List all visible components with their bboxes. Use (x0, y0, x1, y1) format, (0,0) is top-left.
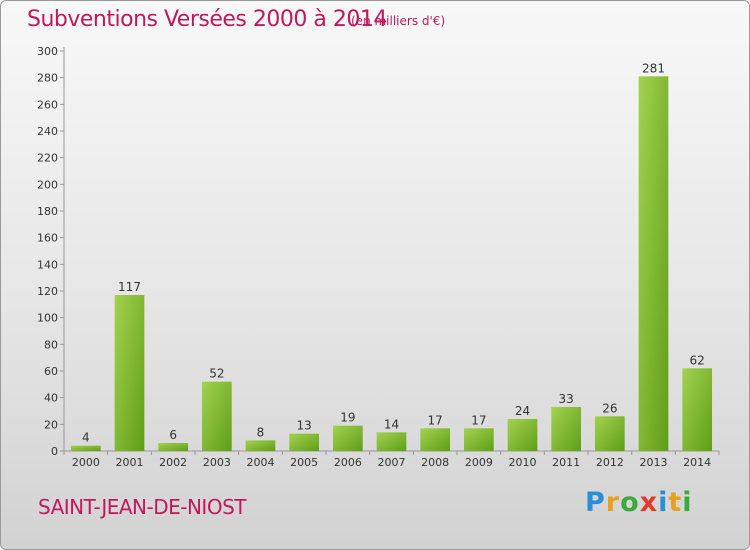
y-tick-label: 120 (37, 285, 58, 298)
y-tick-label: 100 (37, 312, 58, 325)
x-tick-label: 2008 (421, 456, 449, 469)
y-tick-label: 0 (51, 445, 58, 458)
y-tick-label: 180 (37, 205, 58, 218)
logo-letter: x (639, 487, 659, 518)
bar (420, 428, 451, 451)
bar (638, 76, 669, 451)
y-tick-label: 200 (37, 178, 58, 191)
data-label: 14 (384, 417, 399, 431)
logo-letter: r (605, 487, 621, 518)
data-label: 26 (602, 401, 617, 415)
data-label: 281 (642, 61, 665, 75)
data-label: 62 (690, 353, 705, 367)
y-tick-label: 60 (44, 365, 58, 378)
bar (158, 443, 189, 451)
bar (507, 419, 538, 451)
data-label: 17 (471, 413, 486, 427)
logo-letter: i (682, 487, 693, 518)
x-tick-label: 2007 (378, 456, 406, 469)
x-tick-label: 2005 (290, 456, 318, 469)
data-label: 52 (209, 367, 224, 381)
y-tick-label: 220 (37, 152, 58, 165)
chart-title: Subventions Versées 2000 à 2014 (27, 7, 387, 32)
x-tick-label: 2014 (683, 456, 711, 469)
x-tick-label: 2013 (640, 456, 668, 469)
logo-letter: i (658, 487, 669, 518)
bar (376, 432, 407, 451)
y-tick-label: 240 (37, 125, 58, 138)
logo-letter: P (585, 487, 606, 518)
data-label: 117 (118, 280, 141, 294)
x-tick-label: 2000 (72, 456, 100, 469)
logo-letter: o (620, 487, 640, 518)
y-tick-label: 300 (37, 45, 58, 58)
x-tick-label: 2009 (465, 456, 493, 469)
y-tick-label: 140 (37, 258, 58, 271)
data-label: 4 (82, 431, 90, 445)
x-tick-label: 2001 (116, 456, 144, 469)
logo-letter: t (668, 487, 683, 518)
bar (201, 381, 232, 451)
y-tick-label: 40 (44, 392, 58, 405)
data-label: 6 (169, 428, 177, 442)
x-tick-label: 2004 (247, 456, 275, 469)
data-label: 8 (257, 425, 265, 439)
chart-unit-subtitle: (en milliers d'€) (351, 14, 446, 28)
proxiti-logo: Proxiti (585, 487, 693, 518)
data-label: 33 (559, 392, 574, 406)
x-tick-label: 2010 (509, 456, 537, 469)
bar (551, 407, 582, 451)
data-label: 24 (515, 404, 530, 418)
y-tick-label: 20 (44, 418, 58, 431)
bar (594, 416, 625, 451)
chart-data-labels: 4 117 6 52 8 13 19 14 17 17 24 33 26 281 62 (82, 61, 705, 444)
bar (682, 368, 713, 451)
y-tick-label: 280 (37, 72, 58, 85)
commune-name: SAINT-JEAN-DE-NIOST (38, 495, 246, 519)
bar (332, 425, 363, 451)
bar (289, 433, 320, 451)
data-label: 19 (340, 411, 355, 425)
chart-bars (70, 76, 713, 451)
bar (245, 440, 276, 451)
data-label: 13 (297, 419, 312, 433)
y-tick-label: 260 (37, 98, 58, 111)
chart-axes: 0 20 40 60 80 100 120 140 160 180 200 220 240 260 280 3… (37, 45, 720, 469)
x-tick-label: 2011 (552, 456, 580, 469)
x-tick-label: 2003 (203, 456, 231, 469)
data-label: 17 (428, 413, 443, 427)
x-tick-label: 2012 (596, 456, 624, 469)
bar (114, 295, 145, 451)
x-tick-label: 2002 (159, 456, 187, 469)
bar (70, 445, 101, 451)
y-tick-label: 80 (44, 338, 58, 351)
bar (463, 428, 494, 451)
x-tick-label: 2006 (334, 456, 362, 469)
y-tick-label: 160 (37, 232, 58, 245)
